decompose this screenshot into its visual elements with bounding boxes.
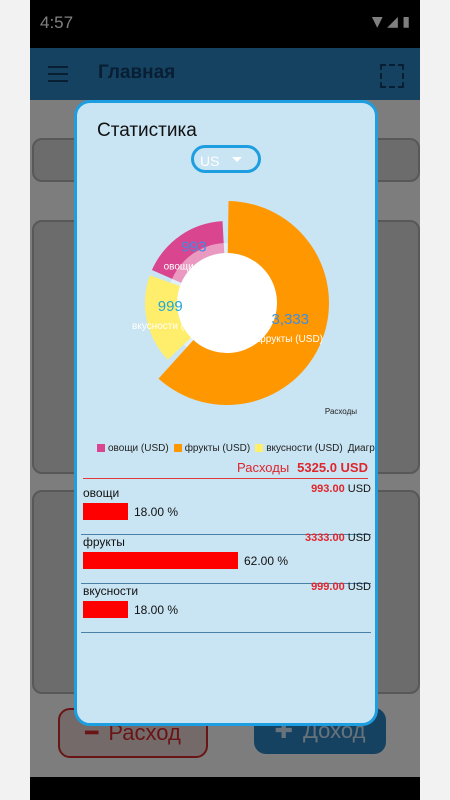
slice-category-label: овощи (USD) (164, 261, 225, 272)
category-percent: 62.00 % (244, 554, 289, 568)
chart-description: Расходы (325, 407, 357, 416)
legend-label: овощи (USD) (108, 443, 169, 454)
category-percent: 18.00 % (134, 603, 179, 617)
chart-legend: овощи (USD) фрукты (USD) вкусности (USD) Ди… (97, 443, 375, 454)
total-row: Расходы 5325.0 USD (83, 460, 368, 479)
category-row[interactable]: вкусности 999.00 USD 18.00 % (81, 581, 371, 633)
legend-swatch (255, 444, 264, 452)
slice-value-label: 999 (158, 298, 183, 315)
pie-slice[interactable] (158, 201, 329, 405)
category-name: вкусности (83, 584, 139, 598)
legend-item: вкусности (USD) (255, 443, 343, 454)
total-label: Расходы (236, 460, 290, 475)
category-list: овощи 993.00 USD 18.00 % фрукты 3333.00 USD 6… (81, 483, 371, 633)
legend-swatch (173, 444, 182, 452)
slice-category-label: вкусности (USD) (132, 321, 209, 332)
slice-value-label: 993 (181, 238, 206, 255)
category-amount: 3333.00 USD (304, 532, 371, 544)
category-row[interactable]: фрукты 3333.00 USD 62.00 % (81, 532, 371, 584)
category-percent-bar (83, 503, 128, 520)
legend-item: фрукты (USD) (173, 443, 251, 454)
legend-label: фрукты (USD) (184, 443, 251, 454)
legend-label: Диагра (347, 443, 375, 454)
statistics-dialog: Статистика US 993 овощи (USD) 3,333 фрукты … (74, 100, 378, 726)
dialog-title: Статистика (97, 120, 197, 141)
total-value: 5325.0 USD (297, 460, 368, 475)
category-percent-bar (83, 601, 128, 618)
currency-select[interactable]: US (191, 145, 261, 173)
currency-value: US (200, 153, 220, 169)
legend-label: вкусности (USD) (266, 443, 343, 454)
pie-chart: 993 овощи (USD) 3,333 фрукты (USD) 999 вкусно… (132, 201, 357, 416)
slice-category-label: фрукты (USD) (258, 333, 323, 345)
category-percent-bar (83, 552, 238, 569)
pie-slice[interactable] (144, 275, 191, 360)
legend-swatch (97, 444, 105, 452)
category-amount: 999.00 USD (311, 581, 371, 593)
category-name: овощи (83, 486, 120, 500)
legend-item: овощи (USD) (97, 443, 169, 454)
chevron-down-icon (232, 157, 242, 162)
slice-value-label: 3,333 (271, 311, 309, 328)
category-percent: 18.00 % (134, 505, 179, 519)
pie-slice[interactable] (151, 221, 225, 283)
category-row[interactable]: овощи 993.00 USD 18.00 % (81, 483, 371, 535)
category-name: фрукты (83, 535, 125, 549)
category-amount: 993.00 USD (311, 483, 371, 495)
donut-hole (177, 253, 277, 353)
